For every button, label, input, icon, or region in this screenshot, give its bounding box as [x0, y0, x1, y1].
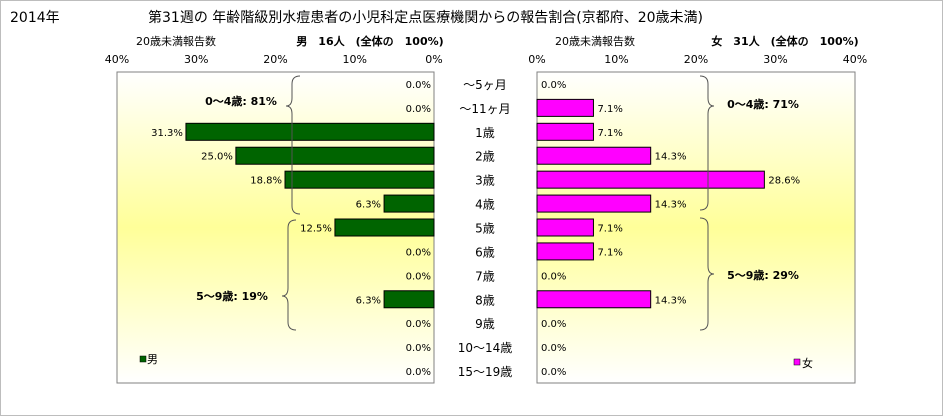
male-header: 男 16人 (全体の 100%)	[296, 34, 443, 48]
category-label: ～5ヶ月	[463, 78, 507, 92]
female-bar	[536, 98, 594, 117]
female-tick-label: 10%	[604, 53, 628, 66]
female-legend: 女	[793, 356, 813, 370]
male-data-label: 25.0%	[201, 152, 233, 163]
age-category-labels: ～5ヶ月 ～11ヶ月 1歳 2歳 3歳 4歳 5歳 6歳 7歳 8歳 9歳 10～14歳 15～19歳	[458, 78, 513, 379]
female-axis-ticks: 0% 10% 20% 30% 40%	[528, 53, 867, 66]
category-label: 4歳	[475, 198, 495, 212]
male-brace-5-9	[281, 219, 297, 331]
male-annotation-5-9: 5～9歳: 19%	[196, 289, 268, 303]
male-data-label: 6.3%	[356, 295, 381, 306]
female-brace-5-9	[699, 217, 715, 331]
male-data-label: 18.8%	[250, 176, 282, 187]
female-bar	[536, 242, 594, 261]
female-data-label: 7.1%	[597, 128, 622, 139]
male-tick-label: 40%	[105, 53, 129, 66]
female-data-label: 14.3%	[655, 200, 687, 211]
female-subtitle: 20歳未満報告数	[555, 35, 635, 48]
male-bar	[383, 290, 435, 309]
female-header: 女 31人 (全体の 100%)	[711, 34, 858, 48]
female-tick-label: 0%	[528, 53, 545, 66]
category-label: 1歳	[475, 126, 495, 140]
female-data-label: 14.3%	[655, 152, 687, 163]
male-subtitle: 20歳未満報告数	[136, 35, 216, 48]
male-bar	[334, 218, 435, 237]
category-label: 10～14歳	[458, 341, 513, 355]
category-label: 9歳	[475, 317, 495, 331]
female-data-label: 7.1%	[597, 224, 622, 235]
male-data-label: 31.3%	[151, 128, 183, 139]
title-year: 2014年	[10, 10, 60, 26]
male-panel: 20歳未満報告数 男 16人 (全体の 100%) 40% 30% 20% 10% 0%…	[105, 34, 444, 384]
female-legend-label: 女	[802, 356, 813, 370]
category-label: ～11ヶ月	[459, 102, 510, 116]
female-bar	[536, 146, 652, 165]
male-bar	[284, 170, 435, 189]
male-legend: 男	[139, 353, 158, 366]
male-tick-label: 10%	[343, 53, 367, 66]
female-bar	[536, 194, 652, 213]
category-label: 2歳	[475, 150, 495, 164]
category-label: 7歳	[475, 269, 495, 283]
male-data-label: 0.0%	[406, 319, 431, 330]
male-bar	[383, 194, 435, 213]
male-legend-label: 男	[147, 353, 158, 366]
category-label: 5歳	[475, 222, 495, 236]
female-data-label: 0.0%	[541, 319, 566, 330]
male-tick-label: 20%	[263, 53, 287, 66]
female-data-label: 0.0%	[541, 80, 566, 91]
male-axis-ticks: 40% 30% 20% 10% 0%	[105, 53, 443, 66]
female-tick-label: 20%	[684, 53, 708, 66]
male-brace-0-4	[285, 75, 301, 215]
female-data-label: 0.0%	[541, 343, 566, 354]
female-tick-label: 40%	[843, 53, 867, 66]
male-data-label: 12.5%	[300, 224, 332, 235]
category-label: 3歳	[475, 174, 495, 188]
female-data-labels: 0.0% 7.1% 7.1% 14.3% 28.6% 14.3% 7.1% 7.1% 0.0% 1…	[541, 80, 800, 378]
male-data-label: 0.0%	[406, 104, 431, 115]
female-annotation-5-9: 5～9歳: 29%	[727, 268, 799, 282]
female-data-label: 28.6%	[768, 176, 800, 187]
male-bars	[185, 122, 435, 309]
male-legend-swatch	[139, 355, 147, 363]
female-data-label: 7.1%	[597, 247, 622, 258]
female-data-label: 14.3%	[655, 295, 687, 306]
male-tick-label: 30%	[184, 53, 208, 66]
female-bar	[536, 218, 594, 237]
category-label: 15～19歳	[458, 365, 513, 379]
female-panel: 20歳未満報告数 女 31人 (全体の 100%) 0% 10% 20% 30% 40%…	[528, 34, 867, 384]
female-data-label: 0.0%	[541, 367, 566, 378]
category-label: 6歳	[475, 245, 495, 259]
female-annotation-0-4: 0～4歳: 71%	[727, 97, 799, 111]
female-tick-label: 30%	[763, 53, 787, 66]
male-data-label: 0.0%	[406, 367, 431, 378]
male-data-labels: 0.0% 0.0% 31.3% 25.0% 18.8% 6.3% 12.5% 0.0% 0.0%…	[151, 80, 431, 378]
female-data-label: 7.1%	[597, 104, 622, 115]
female-brace-0-4	[699, 75, 715, 211]
category-label: 8歳	[475, 293, 495, 307]
male-data-label: 0.0%	[406, 80, 431, 91]
female-legend-swatch	[793, 358, 801, 366]
male-data-label: 6.3%	[356, 200, 381, 211]
female-bar	[536, 170, 765, 189]
male-bar	[235, 146, 435, 165]
male-data-label: 0.0%	[406, 271, 431, 282]
female-data-label: 0.0%	[541, 271, 566, 282]
female-bar	[536, 290, 652, 309]
male-annotation-0-4: 0～4歳: 81%	[205, 94, 277, 108]
female-bar	[536, 122, 594, 141]
male-data-label: 0.0%	[406, 247, 431, 258]
male-data-label: 0.0%	[406, 343, 431, 354]
male-tick-label: 0%	[425, 53, 442, 66]
chart-title: 第31週の 年齢階級別水痘患者の小児科定点医療機関からの報告割合(京都府、20歳…	[148, 9, 703, 26]
male-bar	[185, 122, 435, 141]
